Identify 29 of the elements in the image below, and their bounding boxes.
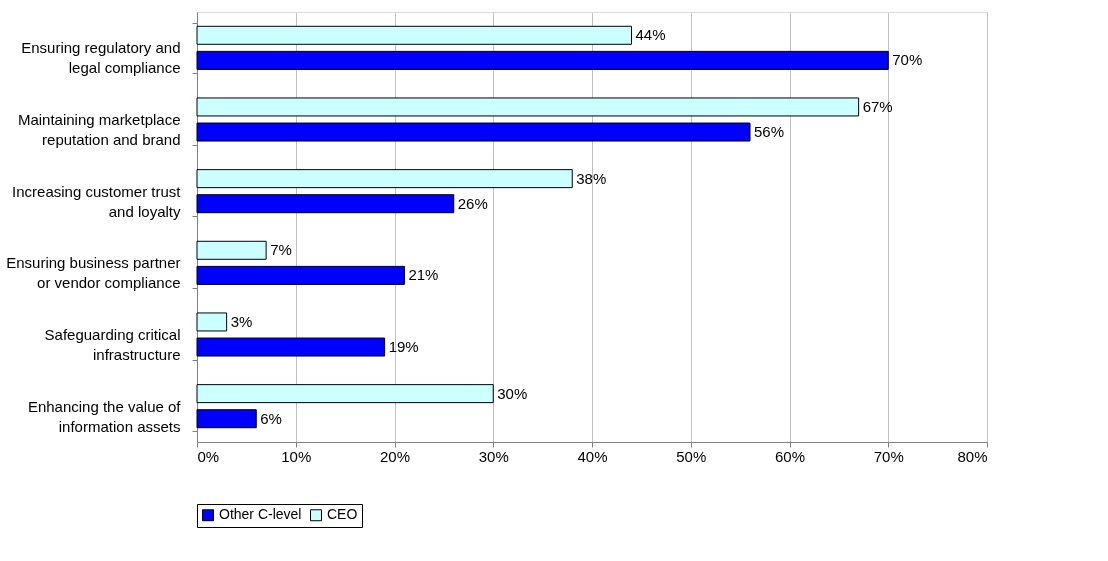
y-tick-label: Enhancing the value of information assets [27,397,182,435]
x-tick-label: 10% [281,447,312,465]
y-tick-label: Increasing customer trust and loyalty [12,182,182,220]
data-label: 7% [270,241,292,259]
x-tick-label: 60% [774,447,806,465]
x-tick-label: 20% [379,447,411,465]
x-tick-label: 40% [577,447,608,465]
y-tick-label: Safeguarding critical infrastructure [44,326,181,363]
data-label: 30% [497,384,528,402]
data-label: 26% [457,194,488,212]
data-label: 6% [260,409,282,427]
data-label: 21% [408,266,439,284]
data-label: 44% [635,26,666,44]
x-tick-label: 0% [197,447,220,465]
legend-label: Other C-level [219,506,302,523]
legend-label: CEO [327,506,358,523]
y-tick-label: Maintaining marketplace reputation and brand [17,111,181,148]
x-tick-label: 50% [676,447,707,465]
data-label: 67% [862,97,893,115]
data-label: 19% [388,338,419,356]
x-tick-label: 30% [478,447,509,465]
y-tick-label: Ensuring business partner or vendor compliance [6,254,181,292]
data-label: 56% [754,123,785,141]
data-label: 70% [892,51,923,69]
x-tick-label: 80% [957,447,988,465]
data-label: 3% [230,312,253,330]
data-label: 38% [576,169,607,187]
x-tick-label: 70% [873,447,904,465]
y-tick-label: Ensuring regulatory and legal compliance [21,39,181,77]
